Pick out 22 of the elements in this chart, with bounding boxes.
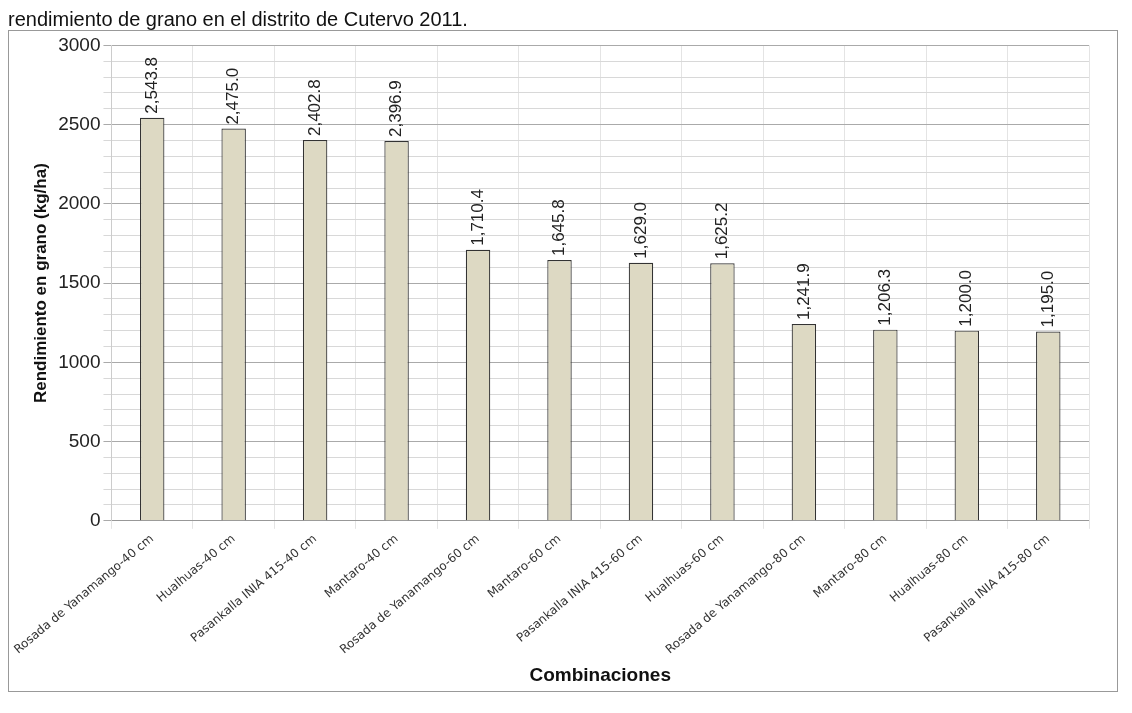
y-tick-label: 500 <box>68 429 101 451</box>
y-tick-label: 2500 <box>58 112 101 134</box>
data-label: 1,200.0 <box>956 269 976 327</box>
y-tick-label: 1500 <box>58 271 101 293</box>
y-tick-label: 2000 <box>58 192 101 214</box>
data-label: 2,396.9 <box>386 80 406 137</box>
y-tick-label: 1000 <box>58 350 101 372</box>
data-label: 2,402.8 <box>304 79 324 137</box>
chart-title: rendimiento de grano en el distrito de Cutervo 2011. <box>8 8 469 30</box>
data-label: 1,195.0 <box>1037 270 1057 328</box>
y-tick-label: 0 <box>89 509 101 531</box>
data-label: 1,710.4 <box>467 189 487 246</box>
data-label: 1,206.3 <box>875 268 895 326</box>
data-label: 2,543.8 <box>141 56 161 114</box>
data-label: 1,241.9 <box>793 263 813 321</box>
y-axis-title: Rendimiento en grano (kg/ha) <box>30 163 50 404</box>
data-label: 1,625.2 <box>712 202 732 260</box>
data-label: 1,629.0 <box>630 201 650 259</box>
data-label: 2,475.0 <box>223 67 243 125</box>
data-label: 1,645.8 <box>549 199 569 257</box>
y-tick-label: 3000 <box>58 33 101 55</box>
x-axis-title: Combinaciones <box>529 663 671 685</box>
